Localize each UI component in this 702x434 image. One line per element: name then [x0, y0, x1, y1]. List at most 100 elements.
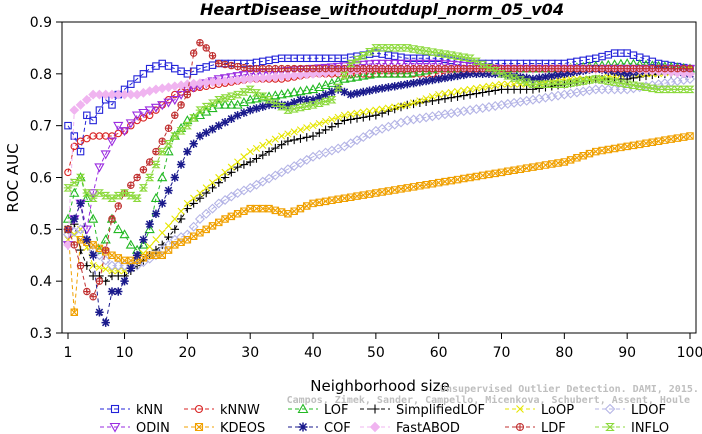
data-point-inflo — [566, 79, 576, 87]
data-point-ldf — [284, 64, 292, 73]
data-point-ldf — [290, 64, 298, 73]
data-point-lof — [408, 67, 419, 77]
data-point-kdeos — [661, 136, 669, 144]
data-point-knn — [133, 75, 141, 83]
data-point-knn — [171, 64, 179, 73]
legend-marker-ldof — [604, 403, 616, 415]
data-point-cof — [409, 78, 418, 88]
data-point-ldof — [251, 179, 262, 190]
data-point-loop — [202, 184, 210, 192]
data-point-simplifiedlof — [183, 204, 192, 213]
data-point-cof — [202, 128, 211, 137]
data-point-inflo — [126, 191, 136, 200]
data-point-odin — [131, 111, 143, 121]
legend-item-fastabod: FastABOD — [360, 421, 460, 434]
data-point-simplifiedlof — [453, 92, 462, 101]
data-point-odin — [113, 121, 124, 131]
data-point-inflo — [641, 83, 651, 92]
data-point-ldf — [233, 62, 242, 71]
series-kdeos — [64, 132, 694, 317]
data-point-odin — [358, 60, 369, 70]
legend-label-kdeos: KDEOS — [220, 421, 265, 434]
data-point-simplifiedlof — [252, 154, 261, 163]
data-point-simplifiedlof — [239, 160, 249, 169]
data-point-loop — [271, 135, 279, 143]
data-point-ldf — [579, 64, 587, 73]
data-point-lof — [395, 68, 407, 78]
data-point-inflo — [283, 106, 293, 114]
data-point-odin — [439, 60, 451, 70]
data-point-loop — [146, 243, 154, 251]
data-point-loop — [472, 84, 480, 92]
data-point-loop — [290, 128, 298, 136]
data-point-ldf — [516, 64, 525, 73]
legend-label-cof: COF — [324, 421, 351, 434]
data-point-kdeos — [516, 165, 525, 173]
data-point-ldf — [89, 293, 97, 301]
data-point-inflo — [120, 189, 130, 197]
data-point-kdeos — [686, 132, 694, 140]
data-point-odin — [427, 59, 438, 69]
data-point-ldf — [384, 64, 393, 73]
y-tick-label: 0.6 — [30, 171, 52, 187]
data-point-kdeos — [208, 222, 217, 230]
data-point-knnw — [152, 106, 160, 114]
data-point-inflo — [113, 191, 123, 200]
legend-marker-ldf — [515, 422, 525, 432]
data-point-kdeos — [378, 188, 386, 196]
data-point-inflo — [88, 194, 98, 202]
data-point-inflo — [176, 127, 186, 135]
data-point-kdeos — [447, 176, 456, 185]
data-point-simplifiedlof — [277, 140, 286, 149]
data-point-cof — [535, 73, 544, 83]
data-point-cof — [522, 73, 531, 83]
data-point-loop — [397, 102, 405, 110]
data-point-cof — [195, 131, 205, 141]
data-point-knn — [164, 62, 173, 70]
data-point-ldf — [353, 64, 361, 73]
data-point-kdeos — [384, 187, 393, 195]
data-point-loop — [102, 265, 110, 273]
data-point-lof — [251, 93, 262, 103]
data-point-odin — [175, 90, 187, 100]
x-tick-label: 60 — [430, 345, 448, 361]
data-point-odin — [414, 59, 425, 69]
data-point-ldf — [554, 64, 562, 73]
data-point-inflo — [503, 72, 513, 80]
plot-area — [62, 39, 696, 327]
data-point-cof — [365, 86, 374, 95]
data-point-odin — [433, 59, 444, 69]
series-line-knnw — [67, 68, 690, 173]
data-point-ldf — [64, 225, 72, 234]
data-point-knnw — [76, 137, 85, 145]
data-point-knnw — [70, 142, 79, 151]
data-point-kdeos — [504, 167, 512, 176]
y-tick-label: 0.8 — [30, 67, 52, 83]
legend-label-fastabod: FastABOD — [396, 421, 460, 434]
data-point-kdeos — [409, 183, 418, 191]
data-point-kdeos — [397, 185, 405, 193]
data-point-cof — [327, 87, 337, 97]
data-point-ldf — [265, 64, 273, 73]
data-point-ldof — [220, 194, 231, 205]
legend-label-lof: LOF — [324, 403, 349, 418]
data-point-lof — [69, 187, 80, 197]
data-point-kdeos — [183, 235, 192, 244]
data-point-simplifiedlof — [396, 102, 406, 112]
data-point-odin — [226, 73, 237, 83]
data-point-inflo — [346, 59, 356, 68]
legend-label-inflo: INFLO — [631, 421, 669, 434]
data-point-cof — [170, 173, 180, 182]
data-point-knnw — [83, 134, 91, 143]
data-point-cof — [158, 199, 167, 208]
series-line-lof — [67, 62, 691, 252]
data-point-inflo — [402, 44, 412, 52]
data-point-loop — [158, 229, 166, 237]
data-point-loop — [416, 97, 424, 105]
data-point-inflo — [597, 76, 607, 84]
data-point-kdeos — [189, 232, 198, 240]
data-point-inflo — [572, 78, 582, 86]
data-point-kdeos — [271, 206, 280, 215]
data-point-kdeos — [491, 169, 499, 178]
data-point-ldf — [76, 261, 85, 270]
